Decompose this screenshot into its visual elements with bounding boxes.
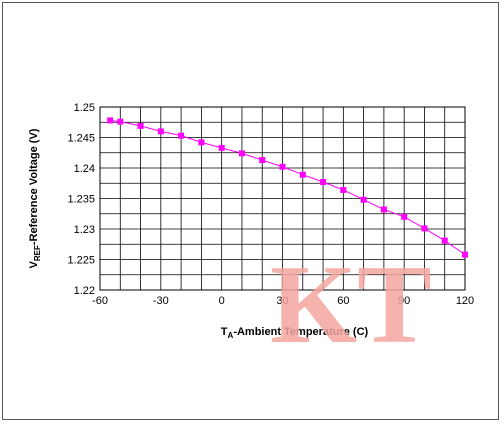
data-point: [421, 225, 428, 232]
data-point: [320, 179, 327, 186]
data-point: [441, 237, 448, 244]
grid: [99, 106, 466, 291]
y-tick-labels: 1.22 1.225 1.23 1.235 1.24 1.245 1.25: [67, 102, 95, 297]
x-tick-labels: -60 -30 0 30 60 90 120: [92, 295, 474, 307]
y-axis-title: VREF-Reference Voltage (V): [28, 128, 42, 268]
x-tick-label: 30: [276, 295, 288, 307]
x-tick-label: -30: [153, 295, 169, 307]
chart-frame: [2, 2, 499, 420]
data-point: [462, 251, 468, 258]
x-tick-label: 0: [219, 295, 225, 307]
data-point: [117, 118, 124, 125]
data-point: [107, 117, 114, 124]
y-tick-label: 1.23: [74, 224, 95, 236]
data-point: [380, 206, 387, 213]
x-axis-title: TA-Ambient Temperature (C): [221, 326, 369, 340]
data-point: [259, 157, 266, 164]
data-point: [401, 213, 408, 220]
data-point: [279, 163, 286, 170]
data-point: [218, 144, 225, 151]
y-tick-label: 1.25: [74, 102, 95, 114]
data-point: [340, 186, 347, 193]
y-tick-label: 1.22: [74, 285, 95, 297]
data-point: [299, 171, 306, 178]
data-point: [238, 150, 245, 157]
data-point: [137, 122, 144, 129]
data-point: [198, 139, 205, 146]
x-tick-label: 120: [456, 295, 474, 307]
series-group: [107, 117, 468, 258]
watermark-logo: KT: [270, 243, 432, 367]
y-tick-label: 1.24: [74, 163, 95, 175]
x-tick-label: 90: [398, 295, 410, 307]
y-tick-label: 1.235: [67, 194, 95, 206]
series-line: [110, 119, 466, 256]
data-point: [360, 196, 367, 203]
x-tick-label: 60: [337, 295, 349, 307]
plot-border: [99, 106, 466, 291]
x-tick-label: -60: [92, 295, 108, 307]
y-tick-label: 1.225: [67, 255, 95, 267]
y-tick-label: 1.245: [67, 133, 95, 145]
data-point: [178, 132, 185, 139]
data-point: [157, 128, 164, 135]
